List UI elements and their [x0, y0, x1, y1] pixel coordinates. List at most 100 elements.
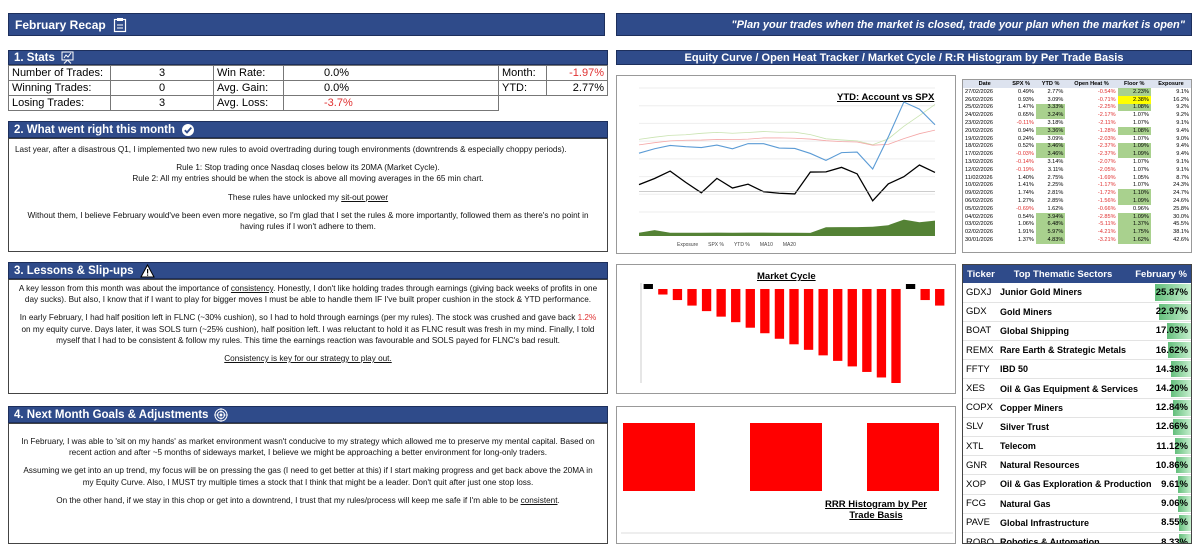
heat-cell: 3.46%	[1035, 150, 1066, 159]
lesson-text: A key lesson from this month was about t…	[18, 284, 231, 293]
heat-cell: 1.37%	[1018, 237, 1034, 244]
heat-cell: 6.48%	[1035, 220, 1066, 229]
warning-icon	[139, 263, 155, 277]
empty-cell	[499, 96, 547, 111]
goals-paragraph: Assuming we get into an up trend, my foc…	[23, 466, 593, 487]
heat-cell: 2.77%	[1047, 88, 1064, 95]
sector-perf-cell: 25.87%	[1154, 283, 1191, 303]
heat-cell: 1.40%	[1018, 174, 1034, 181]
heat-cell: 19/02/2026	[965, 135, 993, 142]
heat-cell: 9.1%	[1176, 166, 1189, 173]
heat-cell: 3.11%	[1047, 166, 1064, 173]
heat-cell: 0.93%	[1018, 96, 1034, 103]
stat-value: 0	[110, 80, 214, 96]
sector-name: IBD 50	[996, 359, 1155, 380]
heat-cell: 11/02/2026	[965, 174, 993, 181]
heat-cell: 3.14%	[1047, 159, 1064, 166]
rrr-bar	[867, 423, 939, 491]
sector-ticker: GDXJ	[963, 283, 997, 303]
empty-cell	[547, 96, 608, 111]
market-cycle-bar	[687, 289, 697, 306]
heat-cell: 27/02/2026	[965, 88, 993, 95]
heat-cell: 1.74%	[1018, 190, 1034, 197]
heat-cell: 45.5%	[1173, 221, 1189, 228]
heat-cell: 24.7%	[1173, 190, 1189, 197]
heat-cell: -0.54%	[1097, 88, 1116, 95]
goals-title-bar: 4. Next Month Goals & Adjustments	[8, 406, 608, 423]
recap-header: February Recap	[8, 13, 605, 36]
lesson-text: . Honestly, I don't like holding trades …	[24, 284, 598, 305]
heat-body: 27/02/2026 0.49% 2.77% -0.54% 2.23% 9.1% 26/02…	[963, 88, 1191, 244]
market-cycle-bar	[701, 289, 712, 312]
heat-cell: 1.27%	[1018, 198, 1034, 205]
heat-cell: 9.2%	[1176, 104, 1189, 111]
sectors-col-perf: February %	[1135, 268, 1187, 280]
heat-row: 03/02/2026 1.06% 6.48% -5.11% 1.37% 45.5%	[963, 220, 1191, 229]
heat-cell: -0.71%	[1097, 96, 1116, 103]
sector-perf-cell: 12.66%	[1154, 417, 1191, 438]
stat-label: Avg. Loss:	[213, 95, 284, 111]
sector-perf-cell: 9.61%	[1154, 474, 1191, 495]
heat-cell: -2.03%	[1097, 135, 1116, 142]
sector-name: Junior Gold Miners	[996, 283, 1155, 303]
stat-label: Winning Trades:	[8, 80, 111, 96]
sector-perf: 16.62%	[1155, 344, 1188, 356]
heat-cell: 1.47%	[1018, 104, 1034, 111]
heat-cell: 23/02/2026	[965, 120, 993, 127]
heat-cell: -1.69%	[1097, 174, 1116, 181]
heat-cell: 9.4%	[1176, 143, 1189, 150]
stats-row: Number of Trades: 3 Win Rate: 0.0% Month…	[8, 65, 608, 81]
sector-perf: 17.03%	[1155, 325, 1188, 337]
sector-ticker: PAVE	[963, 513, 997, 533]
sector-perf-bar	[1179, 514, 1191, 531]
heat-cell: -2.37%	[1097, 143, 1116, 150]
heat-cell: -0.19%	[1016, 166, 1034, 173]
heat-cell: -4.21%	[1097, 229, 1116, 236]
sector-row: GNR Natural Resources 10.86%	[963, 455, 1191, 476]
sector-ticker: FCG	[963, 494, 997, 514]
heat-cell: 0.49%	[1018, 88, 1034, 95]
heat-row: 11/02/2026 1.40% 2.75% -1.69% 1.05% 8.7%	[963, 174, 1191, 182]
legend-ytd: YTD %	[733, 242, 750, 248]
goals-paragraph: On the other hand, if we stay in this ch…	[21, 495, 595, 506]
heat-cell: -2.11%	[1098, 120, 1116, 127]
sector-perf-cell: 10.86%	[1154, 455, 1191, 476]
sector-row: XES Oil & Gas Equipment & Services 14.20%	[963, 378, 1191, 399]
market-cycle-bar	[643, 284, 653, 289]
market-cycle-bar	[920, 289, 930, 301]
market-cycle-bar	[862, 289, 872, 372]
heat-cell: 0.96%	[1133, 205, 1149, 212]
heat-cell: 20/02/2026	[965, 127, 993, 134]
market-cycle-bar	[789, 289, 799, 345]
heat-cell: 2.85%	[1047, 198, 1064, 205]
market-cycle-bar	[847, 289, 857, 367]
heat-cell: 16.2%	[1173, 96, 1189, 103]
sector-name: Copper Miners	[996, 398, 1155, 418]
heat-cell: 42.6%	[1173, 237, 1189, 244]
rule-two: Rule 2: All my entries should be when th…	[132, 174, 484, 184]
heat-cell: 10/02/2026	[965, 182, 993, 189]
heat-cell: 9.0%	[1176, 135, 1189, 142]
sector-perf-bar	[1175, 457, 1191, 474]
heat-cell: -1.17%	[1097, 182, 1116, 189]
stat-value: -3.7%	[283, 95, 499, 111]
sector-name: Gold Miners	[996, 302, 1155, 322]
heat-cell: 38.1%	[1173, 229, 1189, 236]
heat-row: 19/02/2026 0.24% 3.09% -2.03% 1.07% 9.0%	[963, 135, 1191, 143]
heat-cell: 1.07%	[1133, 120, 1149, 127]
sector-row: GDXJ Junior Gold Miners 25.87%	[963, 283, 1191, 303]
heat-cell: 1.75%	[1117, 228, 1151, 237]
equity-title-bar: Equity Curve / Open Heat Tracker / Marke…	[616, 50, 1192, 65]
sector-perf-bar	[1154, 284, 1191, 301]
sector-perf: 14.20%	[1155, 383, 1188, 395]
sector-row: PAVE Global Infrastructure 8.55%	[963, 513, 1191, 533]
sector-perf: 14.38%	[1155, 363, 1188, 375]
goals-text: On the other hand, if we stay in this ch…	[56, 495, 521, 505]
heat-cell: -0.69%	[1016, 205, 1034, 212]
sector-perf-bar	[1175, 438, 1191, 455]
right-conclusion: Without them, I believe February would'v…	[27, 210, 589, 232]
legend-ma20: MA20	[782, 242, 796, 248]
sector-perf-cell: 8.55%	[1154, 513, 1191, 533]
heat-cell: 12/02/2026	[965, 166, 993, 173]
equity-chart-title: YTD: Account vs SPX	[837, 92, 935, 103]
